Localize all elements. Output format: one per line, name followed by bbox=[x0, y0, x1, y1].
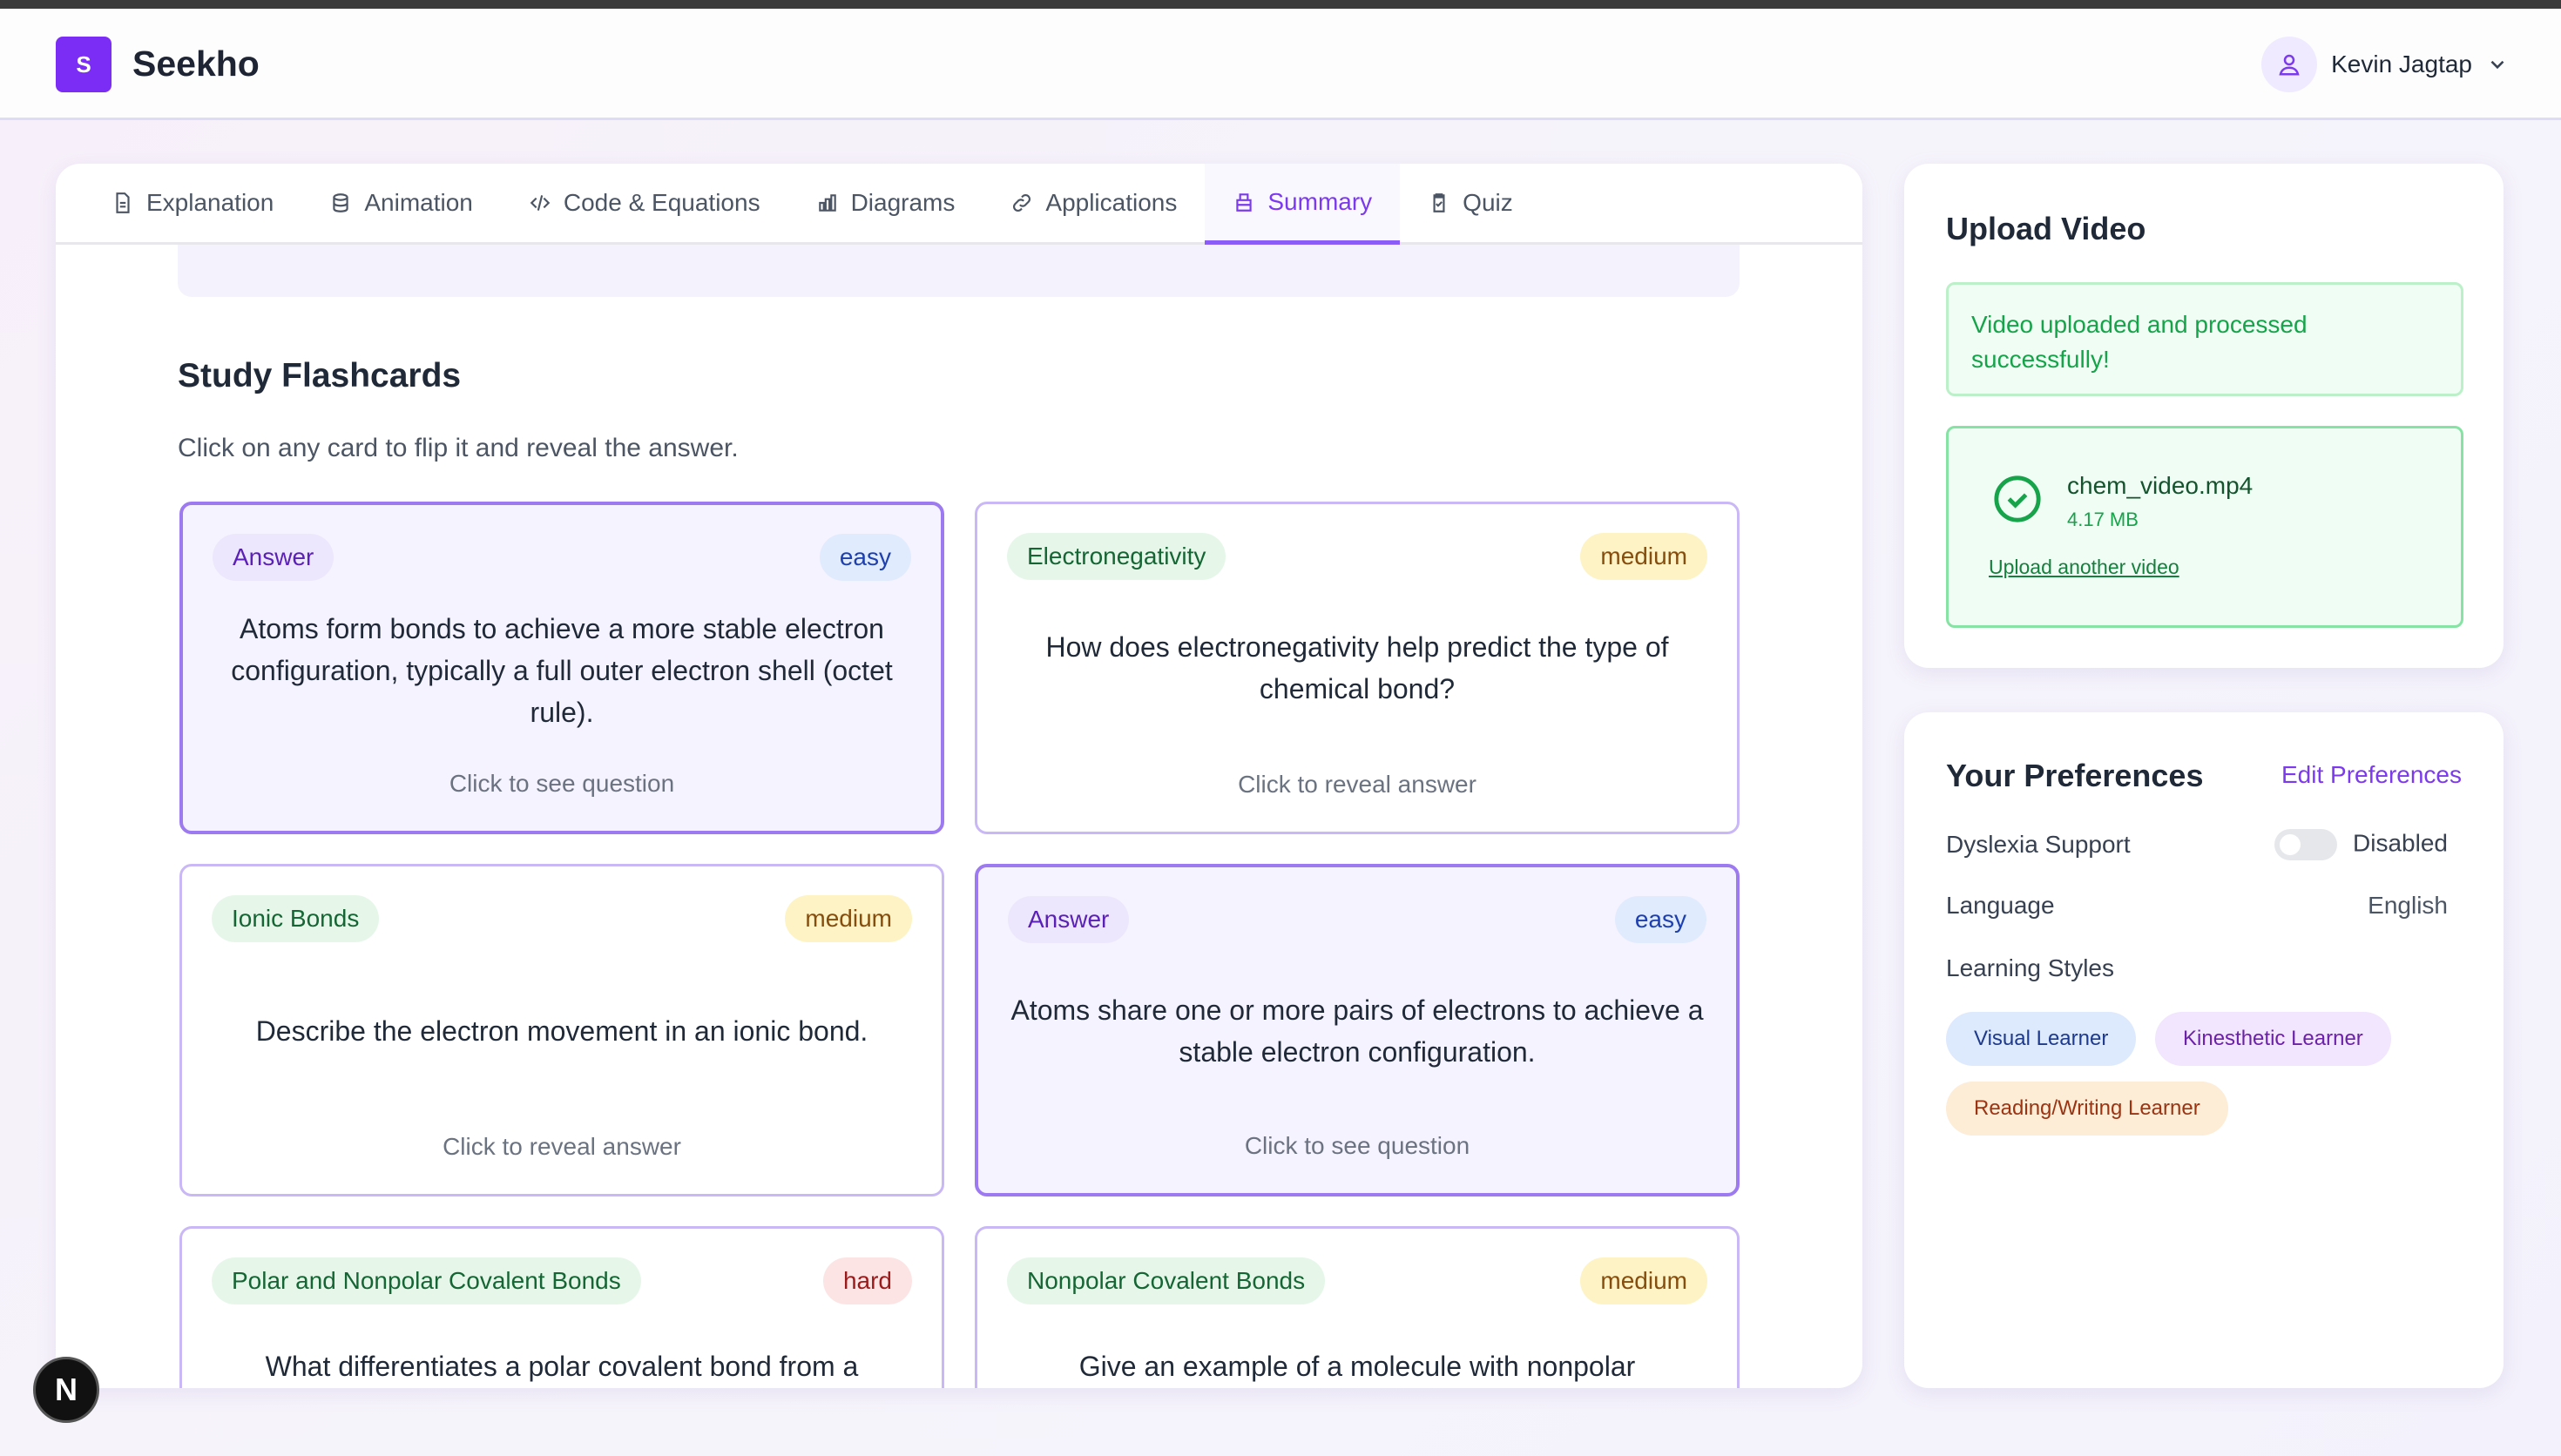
upload-title: Upload Video bbox=[1946, 211, 2146, 246]
card-text: Atoms form bonds to achieve a more stabl… bbox=[231, 613, 893, 728]
tab-label: Animation bbox=[364, 189, 473, 216]
dyslexia-label: Dyslexia Support bbox=[1946, 831, 2131, 858]
tab-bar: Explanation Animation Code & Equations Diag… bbox=[56, 164, 1862, 245]
flashcard[interactable]: Answer easy Atoms form bonds to achieve a … bbox=[179, 502, 944, 834]
card-hint: Click to reveal answer bbox=[1238, 771, 1476, 798]
app-header: S Seekho Kevin Jagtap bbox=[0, 9, 2561, 120]
tab-summary[interactable]: Summary bbox=[1205, 164, 1401, 245]
tab-label: Quiz bbox=[1463, 189, 1513, 216]
topic-tag: Ionic Bonds bbox=[212, 895, 380, 942]
tab-applications[interactable]: Applications bbox=[983, 164, 1205, 242]
book-icon bbox=[1236, 193, 1253, 212]
upload-another-link[interactable]: Upload another video bbox=[1989, 556, 2179, 578]
card-text: What differentiates a polar covalent bon… bbox=[265, 1351, 859, 1382]
preferences-panel: Your Preferences Edit Preferences Dyslex… bbox=[1904, 712, 2504, 1388]
flashcard[interactable]: Electronegativity medium How does electron… bbox=[975, 502, 1740, 834]
difficulty-badge: easy bbox=[819, 534, 911, 581]
link-icon bbox=[1013, 194, 1031, 212]
user-menu[interactable]: Kevin Jagtap bbox=[2261, 37, 2509, 92]
tab-label: Summary bbox=[1267, 188, 1373, 215]
upload-panel: Upload Video Video uploaded and processe… bbox=[1904, 164, 2504, 668]
tab-code-equations[interactable]: Code & Equations bbox=[501, 164, 788, 242]
difficulty-badge: hard bbox=[822, 1257, 912, 1304]
language-value: English bbox=[2368, 892, 2448, 919]
styles-label: Learning Styles bbox=[1946, 954, 2115, 981]
bar-chart-icon bbox=[818, 194, 836, 212]
card-text: Atoms share one or more pairs of electro… bbox=[1010, 994, 1704, 1068]
topic-tag: Electronegativity bbox=[1007, 533, 1226, 580]
difficulty-badge: medium bbox=[1580, 533, 1707, 580]
flashcard[interactable]: Answer easy Atoms share one or more pairs … bbox=[975, 864, 1740, 1196]
dyslexia-toggle[interactable] bbox=[2274, 829, 2338, 860]
flashcard[interactable]: Polar and Nonpolar Covalent Bonds hard Wha… bbox=[179, 1226, 944, 1388]
style-reading-writing: Reading/Writing Learner bbox=[1946, 1082, 2228, 1136]
file-name: chem_video.mp4 bbox=[2067, 472, 2254, 499]
topic-tag: Polar and Nonpolar Covalent Bonds bbox=[212, 1257, 641, 1304]
card-text: How does electronegativity help predict … bbox=[1045, 631, 1669, 704]
logo[interactable]: S bbox=[56, 37, 111, 92]
card-hint: Click to reveal answer bbox=[443, 1133, 681, 1160]
style-kinesthetic: Kinesthetic Learner bbox=[2155, 1012, 2391, 1066]
preferences-title: Your Preferences bbox=[1946, 758, 2204, 793]
content-panel: Explanation Animation Code & Equations Diag… bbox=[56, 164, 1862, 1388]
tab-explanation[interactable]: Explanation bbox=[84, 164, 301, 242]
topic-tag: Answer bbox=[213, 534, 334, 581]
tab-label: Applications bbox=[1045, 189, 1178, 216]
clipboard-check-icon bbox=[1433, 193, 1445, 212]
topic-tag: Answer bbox=[1008, 896, 1130, 943]
dev-tools-button[interactable]: N bbox=[33, 1357, 99, 1423]
difficulty-badge: medium bbox=[1580, 1257, 1707, 1304]
file-info: chem_video.mp4 4.17 MB Upload another vi… bbox=[1946, 426, 2463, 628]
language-row: Language English bbox=[1946, 892, 2448, 920]
edit-preferences-link[interactable]: Edit Preferences bbox=[2281, 761, 2462, 788]
flashcard[interactable]: Ionic Bonds medium Describe the electron m… bbox=[179, 864, 944, 1196]
language-label: Language bbox=[1946, 892, 2055, 919]
difficulty-badge: medium bbox=[785, 895, 912, 942]
tab-animation[interactable]: Animation bbox=[301, 164, 501, 242]
window-top-bar bbox=[0, 0, 2561, 9]
check-circle-icon bbox=[1994, 475, 2041, 522]
user-name: Kevin Jagtap bbox=[2331, 51, 2472, 78]
card-text: Give an example of a molecule with nonpo… bbox=[1078, 1351, 1636, 1382]
dyslexia-value: Disabled bbox=[2353, 829, 2448, 857]
card-hint: Click to see question bbox=[449, 770, 675, 797]
document-icon bbox=[116, 192, 130, 213]
brand-name[interactable]: Seekho bbox=[132, 44, 260, 84]
style-visual: Visual Learner bbox=[1946, 1012, 2137, 1066]
file-size: 4.17 MB bbox=[2067, 509, 2139, 530]
tab-quiz[interactable]: Quiz bbox=[1400, 164, 1541, 242]
card-hint: Click to see question bbox=[1244, 1132, 1470, 1159]
database-icon bbox=[333, 193, 349, 212]
dyslexia-row: Dyslexia Support Disabled bbox=[1946, 829, 2448, 860]
tab-label: Diagrams bbox=[850, 189, 956, 216]
card-text: Describe the electron movement in an ion… bbox=[255, 1015, 868, 1047]
section-title: Study Flashcards bbox=[178, 357, 462, 394]
section-subtitle: Click on any card to flip it and reveal … bbox=[178, 434, 739, 462]
success-message: Video uploaded and processed successfull… bbox=[1946, 282, 2463, 396]
difficulty-badge: easy bbox=[1614, 896, 1706, 943]
tab-diagrams[interactable]: Diagrams bbox=[788, 164, 983, 242]
tab-label: Explanation bbox=[146, 189, 274, 216]
chevron-down-icon bbox=[2490, 60, 2504, 70]
topic-tag: Nonpolar Covalent Bonds bbox=[1007, 1257, 1326, 1304]
user-icon bbox=[2261, 37, 2318, 92]
code-icon bbox=[530, 195, 551, 211]
summary-box bbox=[178, 245, 1740, 297]
flashcard[interactable]: Nonpolar Covalent Bonds medium Give an exa… bbox=[975, 1226, 1740, 1388]
tab-label: Code & Equations bbox=[563, 189, 760, 216]
